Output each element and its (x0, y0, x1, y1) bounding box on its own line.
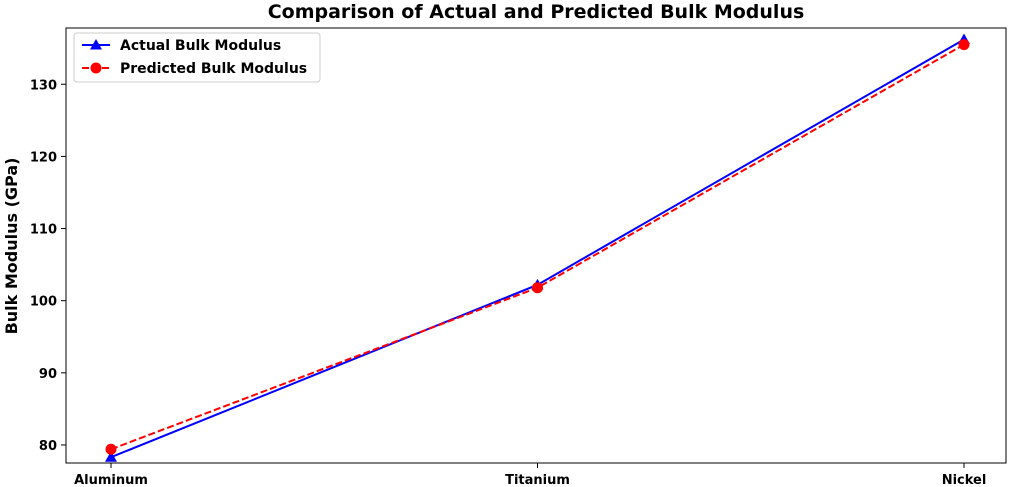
series-actual (105, 33, 970, 462)
series-line (110, 43, 965, 451)
y-axis-ticks: 80 90 100 110 120 130 (30, 78, 66, 454)
y-tick-label: 120 (30, 150, 57, 165)
legend-label: Predicted Bulk Modulus (120, 61, 307, 77)
y-tick-label: 130 (30, 78, 57, 93)
series-line (110, 38, 965, 459)
legend-swatch-marker (90, 39, 102, 50)
plot-area (65, 27, 1007, 464)
legend-box (73, 32, 321, 83)
plot-frame (65, 27, 1007, 464)
legend: Actual Bulk Modulus Predicted Bulk Modulu… (73, 32, 321, 83)
y-tick-label: 80 (39, 439, 57, 454)
data-point (958, 39, 970, 51)
data-point (105, 451, 117, 462)
y-tick-label: 100 (30, 295, 57, 310)
data-point (105, 443, 117, 455)
x-tick-label: Titanium (505, 473, 570, 487)
y-axis-label: Bulk Modulus (GPa) (2, 158, 21, 335)
data-point (532, 282, 543, 294)
legend-entry: Actual Bulk Modulus (82, 38, 281, 54)
legend-label: Actual Bulk Modulus (120, 38, 281, 54)
y-tick-label: 110 (30, 223, 57, 238)
x-tick-label: Aluminum (74, 473, 148, 487)
x-tick-label: Nickel (942, 473, 987, 487)
x-axis-ticks: Aluminum Titanium Nickel (74, 463, 986, 487)
chart-title: Comparison of Actual and Predicted Bulk … (268, 1, 805, 23)
series-layer (105, 33, 970, 462)
y-tick-label: 90 (39, 367, 57, 382)
legend-swatch-marker (90, 62, 102, 74)
series-predicted (105, 39, 970, 455)
legend-entry: Predicted Bulk Modulus (82, 61, 307, 77)
